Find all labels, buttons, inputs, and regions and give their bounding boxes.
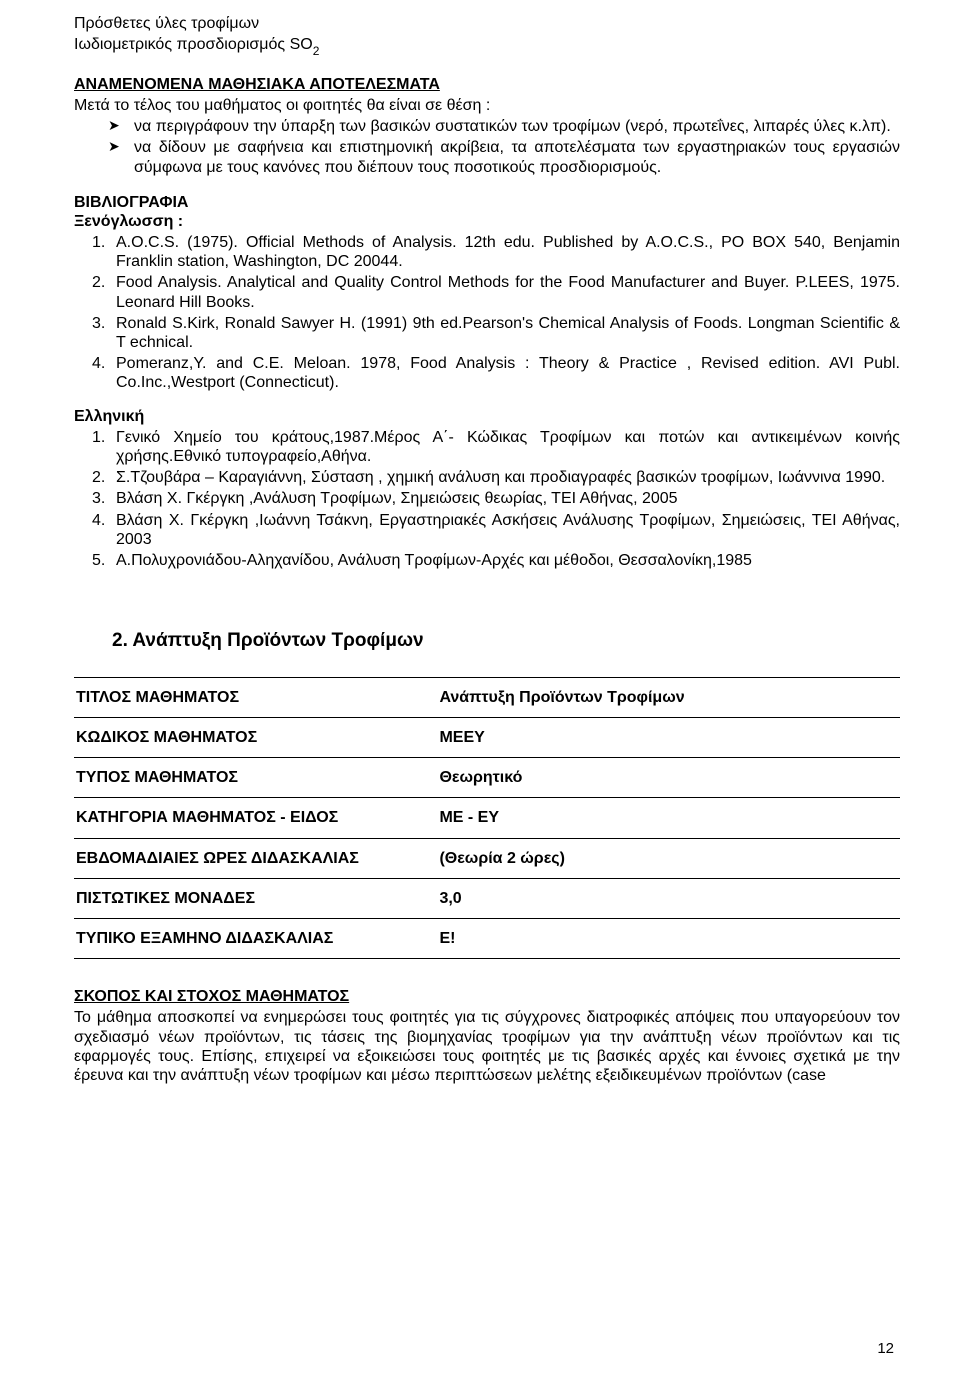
bib-item: 4.Pomeranz,Y. and C.E. Meloan. 1978, Foo… bbox=[92, 354, 900, 392]
table-row: ΕΒΔΟΜΑΔΙΑΙΕΣ ΩΡΕΣ ΔΙΔΑΣΚΑΛΙΑΣ (Θεωρία 2 … bbox=[74, 838, 900, 878]
bib-text: Ronald S.Kirk, Ronald Sawyer H. (1991) 9… bbox=[116, 315, 900, 351]
bib-text: Pomeranz,Y. and C.E. Meloan. 1978, Food … bbox=[116, 355, 900, 391]
table-value: (Θεωρία 2 ώρες) bbox=[437, 838, 900, 878]
table-value: 3,0 bbox=[437, 878, 900, 918]
bib-num: 3. bbox=[92, 489, 116, 508]
table-row: ΤΥΠΙΚΟ ΕΞΑΜΗΝΟ ΔΙΔΑΣΚΑΛΙΑΣ Ε! bbox=[74, 919, 900, 959]
bib-item: 3.Ronald S.Kirk, Ronald Sawyer H. (1991)… bbox=[92, 314, 900, 352]
bib-num: 4. bbox=[92, 354, 116, 373]
bib-num: 2. bbox=[92, 468, 116, 487]
table-value: Θεωρητικό bbox=[437, 758, 900, 798]
bib-item: 2.Σ.Τζουβάρα – Καραγιάννη, Σύσταση , χημ… bbox=[92, 468, 900, 487]
bib-text: Βλάση Χ. Γκέργκη ,Ιωάννη Τσάκνη, Εργαστη… bbox=[116, 512, 900, 548]
bib-num: 1. bbox=[92, 233, 116, 252]
bib-text: Γενικό Χημείο του κράτους,1987.Μέρος Α΄-… bbox=[116, 429, 900, 465]
bib-item: 1.A.O.C.S. (1975). Official Methods of A… bbox=[92, 233, 900, 271]
table-label: ΚΑΤΗΓΟΡΙΑ ΜΑΘΗΜΑΤΟΣ - ΕΙΔΟΣ bbox=[74, 798, 437, 838]
table-value: Ε! bbox=[437, 919, 900, 959]
page-number: 12 bbox=[877, 1340, 894, 1358]
table-row: ΚΩΔΙΚΟΣ ΜΑΘΗΜΑΤΟΣ ΜΕΕΥ bbox=[74, 718, 900, 758]
bib-foreign-list: 1.A.O.C.S. (1975). Official Methods of A… bbox=[92, 233, 900, 393]
table-value: ΜΕΕΥ bbox=[437, 718, 900, 758]
bibliography-heading: ΒΙΒΛΙΟΓΡΑΦΙΑ bbox=[74, 193, 900, 212]
bib-text: Βλάση Χ. Γκέργκη ,Ανάλυση Τροφίμων, Σημε… bbox=[116, 490, 678, 507]
course-section-heading: 2. Ανάπτυξη Προϊόντων Τροφίμων bbox=[112, 630, 900, 653]
bib-item: 1.Γενικό Χημείο του κράτους,1987.Μέρος Α… bbox=[92, 428, 900, 466]
table-row: ΤΙΤΛΟΣ ΜΑΘΗΜΑΤΟΣ Ανάπτυξη Προϊόντων Τροφ… bbox=[74, 677, 900, 717]
topic-line-2: Ιωδιομετρικός προσδιορισμός SO2 bbox=[74, 35, 900, 57]
expected-item: να δίδουν με σαφήνεια και επιστημονική α… bbox=[108, 138, 900, 176]
bib-item: 4.Βλάση Χ. Γκέργκη ,Ιωάννη Τσάκνη, Εργασ… bbox=[92, 511, 900, 549]
table-value: Ανάπτυξη Προϊόντων Τροφίμων bbox=[437, 677, 900, 717]
course-info-table: ΤΙΤΛΟΣ ΜΑΘΗΜΑΤΟΣ Ανάπτυξη Προϊόντων Τροφ… bbox=[74, 677, 900, 959]
bib-foreign-label: Ξενόγλωσση : bbox=[74, 212, 900, 231]
bib-item: 2.Food Analysis. Analytical and Quality … bbox=[92, 273, 900, 311]
expected-item: να περιγράφουν την ύπαρξη των βασικών συ… bbox=[108, 117, 900, 136]
table-label: ΕΒΔΟΜΑΔΙΑΙΕΣ ΩΡΕΣ ΔΙΔΑΣΚΑΛΙΑΣ bbox=[74, 838, 437, 878]
table-row: ΚΑΤΗΓΟΡΙΑ ΜΑΘΗΜΑΤΟΣ - ΕΙΔΟΣ ΜΕ - ΕΥ bbox=[74, 798, 900, 838]
bib-greek-list: 1.Γενικό Χημείο του κράτους,1987.Μέρος Α… bbox=[92, 428, 900, 570]
table-label: ΤΙΤΛΟΣ ΜΑΘΗΜΑΤΟΣ bbox=[74, 677, 437, 717]
bib-greek-label: Ελληνική bbox=[74, 407, 900, 426]
table-label: ΚΩΔΙΚΟΣ ΜΑΘΗΜΑΤΟΣ bbox=[74, 718, 437, 758]
table-label: ΠΙΣΤΩΤΙΚΕΣ ΜΟΝΑΔΕΣ bbox=[74, 878, 437, 918]
bib-num: 4. bbox=[92, 511, 116, 530]
bib-text: Food Analysis. Analytical and Quality Co… bbox=[116, 274, 900, 310]
expected-heading: ΑΝΑΜΕΝΟΜΕΝΑ ΜΑΘΗΣΙΑΚΑ ΑΠΟΤΕΛΕΣΜΑΤΑ bbox=[74, 75, 900, 94]
topic-line-2-text: Ιωδιομετρικός προσδιορισμός SO bbox=[74, 36, 313, 53]
bib-num: 2. bbox=[92, 273, 116, 292]
table-label: ΤΥΠΟΣ ΜΑΘΗΜΑΤΟΣ bbox=[74, 758, 437, 798]
bib-text: Σ.Τζουβάρα – Καραγιάννη, Σύσταση , χημικ… bbox=[116, 469, 885, 486]
table-row: ΤΥΠΟΣ ΜΑΘΗΜΑΤΟΣ Θεωρητικό bbox=[74, 758, 900, 798]
bib-item: 3.Βλάση Χ. Γκέργκη ,Ανάλυση Τροφίμων, Ση… bbox=[92, 489, 900, 508]
aim-heading: ΣΚΟΠΟΣ ΚΑΙ ΣΤΟΧΟΣ ΜΑΘΗΜΑΤΟΣ bbox=[74, 987, 900, 1006]
table-value: ΜΕ - ΕΥ bbox=[437, 798, 900, 838]
so2-subscript: 2 bbox=[313, 44, 320, 58]
table-label: ΤΥΠΙΚΟ ΕΞΑΜΗΝΟ ΔΙΔΑΣΚΑΛΙΑΣ bbox=[74, 919, 437, 959]
expected-intro: Μετά το τέλος του μαθήματος οι φοιτητές … bbox=[74, 96, 900, 115]
bib-item: 5.Α.Πολυχρονιάδου-Αληχανίδου, Ανάλυση Τρ… bbox=[92, 551, 900, 570]
bib-num: 1. bbox=[92, 428, 116, 447]
expected-list: να περιγράφουν την ύπαρξη των βασικών συ… bbox=[108, 117, 900, 177]
table-row: ΠΙΣΤΩΤΙΚΕΣ ΜΟΝΑΔΕΣ 3,0 bbox=[74, 878, 900, 918]
topic-line-1: Πρόσθετες ύλες τροφίμων bbox=[74, 14, 900, 33]
aim-text: Το μάθημα αποσκοπεί να ενημερώσει τους φ… bbox=[74, 1008, 900, 1085]
bib-num: 3. bbox=[92, 314, 116, 333]
bib-num: 5. bbox=[92, 551, 116, 570]
bib-text: Α.Πολυχρονιάδου-Αληχανίδου, Ανάλυση Τροφ… bbox=[116, 552, 752, 569]
bib-text: A.O.C.S. (1975). Official Methods of Ana… bbox=[116, 234, 900, 270]
